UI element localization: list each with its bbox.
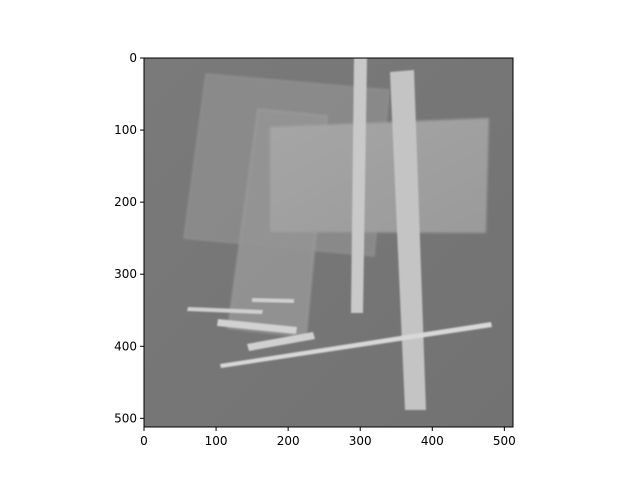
short-stick-left [187, 307, 263, 314]
x-tick-label: 400 [421, 434, 444, 448]
x-axis: 0 100 200 300 400 500 [140, 427, 516, 448]
x-tick-label: 300 [349, 434, 372, 448]
x-tick-label: 0 [140, 434, 148, 448]
long-diagonal-stick [220, 322, 492, 368]
stick-angled [247, 332, 315, 351]
y-tick-label: 100 [114, 123, 137, 137]
plaque-rectangle [270, 118, 489, 233]
axes-frame [143, 57, 514, 428]
wide-vertical-bar [390, 70, 426, 410]
y-tick-label: 400 [114, 339, 137, 353]
y-axis: 0 100 200 300 400 500 [114, 51, 144, 425]
y-tick-label: 200 [114, 195, 137, 209]
stick-middle [217, 319, 297, 334]
y-tick-label: 500 [114, 411, 137, 425]
y-tick-label: 0 [129, 51, 137, 65]
image-area [144, 58, 513, 427]
y-tick-label: 300 [114, 267, 137, 281]
x-tick-label: 200 [277, 434, 300, 448]
thin-vertical-bar [351, 58, 367, 313]
short-stick-top [252, 298, 294, 303]
x-tick-label: 500 [493, 434, 516, 448]
x-tick-label: 100 [205, 434, 228, 448]
